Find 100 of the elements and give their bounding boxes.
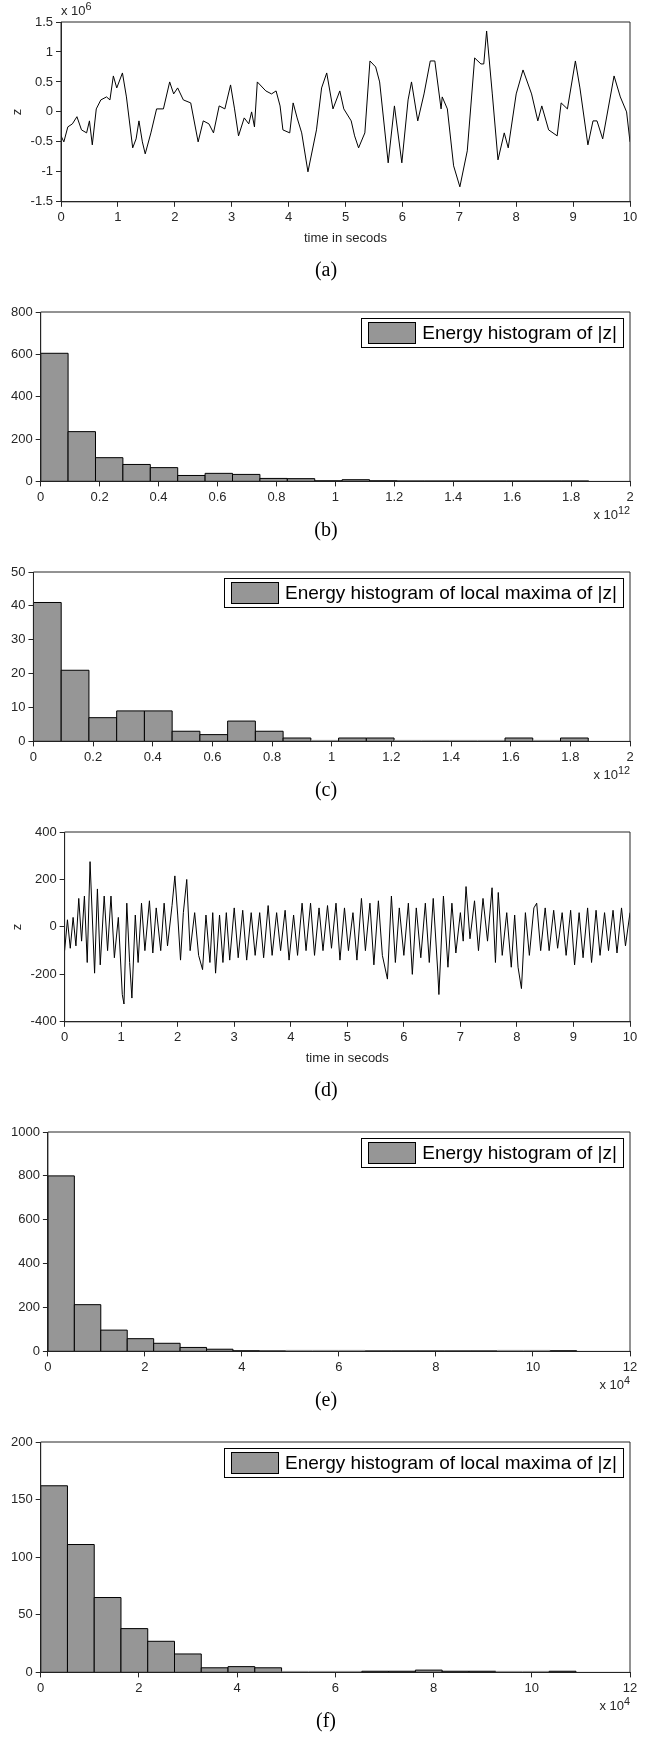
y-tick-label: 0.5	[34, 73, 53, 89]
x-tick-label: 3	[230, 1029, 238, 1045]
y-tick-label: 150	[10, 1491, 33, 1507]
text: (e)	[314, 1388, 338, 1410]
x-axis-title: time in secods	[303, 229, 388, 245]
y-tick-label: 400	[34, 823, 57, 839]
y-tick-label: 0	[25, 1663, 33, 1679]
x-tick-label: 8	[429, 1679, 438, 1695]
text: x 10$^{4}$	[599, 1695, 630, 1714]
x-tick-label: 5	[341, 209, 350, 225]
x-tick-label: 6	[331, 1679, 339, 1695]
y-tick-label: 200	[34, 871, 57, 887]
y-tick-label: -1.5	[30, 193, 53, 209]
text: x 10$^{4}$	[599, 1374, 630, 1393]
x-tick-label: 0.4	[143, 748, 162, 764]
x-tick-label: 2	[135, 1679, 143, 1695]
y-tick-label: 600	[10, 345, 33, 361]
y-tick-label: -1	[41, 163, 53, 179]
x-tick-label: 1.4	[442, 748, 461, 764]
x-tick-label: 3	[228, 209, 236, 225]
y-tick-label: 600	[18, 1211, 40, 1227]
x-tick-label: 10	[622, 209, 638, 225]
x-tick-label: 0.8	[267, 488, 286, 504]
x-tick-label: 5	[343, 1029, 351, 1045]
x-tick-label: 4	[233, 1679, 241, 1695]
text: x 10$^{12}$	[593, 764, 630, 783]
x-tick-label: 2	[174, 1029, 182, 1045]
y-tick-label: 1	[45, 43, 53, 59]
x-tick-label: 6	[335, 1358, 343, 1374]
x-tick-label: 1.8	[561, 748, 580, 764]
y-tick-label: 50	[10, 563, 26, 579]
text: (a)	[313, 258, 339, 281]
x-tick-label: 0.2	[84, 748, 103, 764]
y-tick-label: 30	[10, 631, 26, 647]
x-tick-label: 0	[61, 1029, 69, 1045]
x-tick-label: 1	[117, 1029, 125, 1045]
x-tick-label: 1	[331, 488, 339, 504]
y-tick-label: 0	[45, 103, 53, 119]
text: (d)	[313, 1078, 339, 1101]
y-tick-label: -200	[30, 965, 57, 981]
x-tick-label: 1	[328, 748, 336, 764]
y-tick-label: 1.5	[34, 13, 53, 29]
x-tick-label: 2	[171, 209, 179, 225]
y-tick-label: 40	[10, 597, 26, 613]
y-axis-title: z	[9, 108, 25, 116]
y-tick-label: 200	[10, 430, 33, 446]
legend-label: Energy histogram of local maxima of |z|	[285, 1452, 617, 1474]
y-tick-label: 800	[10, 303, 33, 319]
text: x 10$^{12}$	[593, 504, 630, 523]
text: x 10$^{6}$	[61, 0, 92, 19]
y-tick-label: 200	[18, 1299, 40, 1315]
y-tick-label: -0.5	[30, 133, 53, 149]
y-tick-label: 0	[25, 472, 33, 488]
text: (b)	[314, 518, 338, 540]
y-tick-label: 50	[18, 1606, 33, 1622]
legend-label: Energy histogram of local maxima of |z|	[285, 582, 617, 604]
x-tick-label: 10	[622, 1029, 638, 1045]
x-tick-label: 4	[238, 1358, 246, 1374]
y-tick-label: 1000	[11, 1123, 40, 1139]
x-tick-label: 2	[141, 1358, 149, 1374]
y-tick-label: 400	[10, 388, 33, 404]
y-tick-label: -400	[30, 1013, 57, 1029]
x-tick-label: 0.6	[203, 748, 222, 764]
x-axis-title: time in secods	[305, 1049, 390, 1065]
y-tick-label: 10	[10, 699, 26, 715]
y-tick-label: 100	[10, 1548, 33, 1564]
x-tick-label: 2	[626, 488, 634, 504]
x-tick-label: 2	[626, 748, 634, 764]
text: (c)	[314, 778, 338, 800]
x-tick-label: 6	[398, 209, 407, 225]
x-tick-label: 1.8	[562, 488, 581, 504]
text: (f)	[316, 1709, 336, 1731]
x-tick-label: 0.8	[263, 748, 282, 764]
x-tick-label: 0.2	[90, 488, 109, 504]
x-tick-label: 1.6	[501, 748, 520, 764]
x-tick-label: 8	[512, 209, 520, 225]
x-tick-label: 9	[569, 1029, 578, 1045]
x-tick-label: 7	[456, 1029, 464, 1045]
y-tick-label: 0	[18, 732, 26, 748]
x-tick-label: 1.4	[444, 488, 463, 504]
x-tick-label: 9	[569, 209, 577, 225]
x-tick-label: 4	[284, 209, 293, 225]
x-tick-label: 1	[114, 209, 122, 225]
legend-label: Energy histogram of |z|	[422, 322, 617, 344]
x-tick-label: 12	[622, 1358, 638, 1374]
x-tick-label: 8	[513, 1029, 521, 1045]
x-tick-label: 10	[525, 1358, 541, 1374]
y-tick-label: 0	[32, 1342, 40, 1358]
x-tick-label: 1.6	[503, 488, 522, 504]
x-tick-label: 12	[622, 1679, 638, 1695]
x-tick-label: 6	[400, 1029, 408, 1045]
x-tick-label: 1.2	[382, 748, 401, 764]
y-tick-label: 400	[18, 1255, 40, 1271]
y-tick-label: 0	[49, 918, 57, 934]
y-tick-label: 20	[10, 665, 26, 681]
x-tick-label: 8	[432, 1358, 440, 1374]
x-tick-label: 1.2	[385, 488, 404, 504]
x-tick-label: 7	[455, 209, 463, 225]
y-tick-label: 800	[18, 1167, 40, 1183]
x-tick-label: 10	[524, 1679, 540, 1695]
